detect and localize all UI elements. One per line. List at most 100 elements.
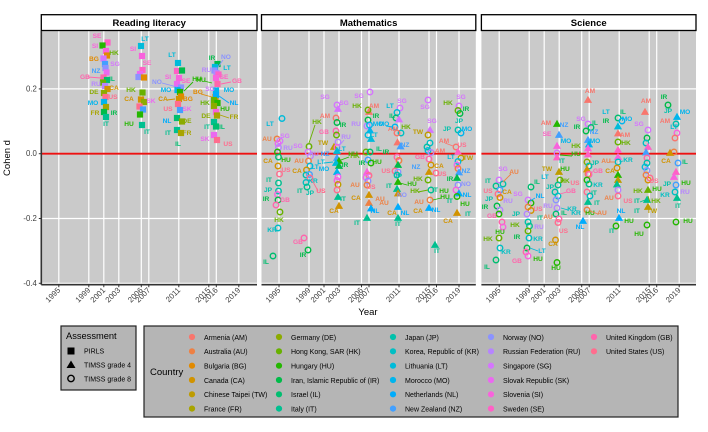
svg-text:NO: NO — [152, 79, 162, 86]
svg-text:Hong Kong, SAR (HK): Hong Kong, SAR (HK) — [291, 349, 361, 356]
svg-text:IR: IR — [209, 55, 216, 62]
svg-text:JP: JP — [663, 181, 672, 188]
svg-text:HU: HU — [624, 218, 634, 225]
svg-text:Armenia (AM): Armenia (AM) — [204, 335, 247, 342]
svg-text:LT: LT — [141, 36, 149, 43]
svg-text:HU: HU — [495, 229, 505, 236]
svg-text:RU: RU — [341, 134, 351, 141]
svg-text:IT: IT — [634, 208, 640, 215]
svg-text:LT: LT — [370, 132, 378, 139]
svg-text:Italy (IT): Italy (IT) — [291, 406, 317, 413]
svg-text:JP: JP — [264, 187, 273, 194]
svg-text:AU: AU — [509, 169, 519, 176]
svg-text:HU: HU — [407, 181, 417, 188]
svg-text:MO: MO — [319, 166, 330, 173]
svg-text:MO: MO — [379, 121, 390, 128]
svg-text:Cohen d: Cohen d — [2, 140, 13, 176]
svg-text:US: US — [366, 184, 376, 191]
svg-text:NL: NL — [401, 210, 410, 217]
svg-text:IR: IR — [263, 196, 270, 203]
svg-text:NL: NL — [576, 224, 585, 231]
svg-text:SG: SG — [513, 191, 523, 198]
svg-text:NZ: NZ — [560, 122, 569, 129]
svg-text:DE: DE — [201, 113, 211, 120]
svg-text:IT: IT — [266, 177, 272, 184]
svg-text:IL: IL — [592, 120, 598, 127]
svg-text:IT: IT — [434, 248, 440, 255]
svg-text:SG: SG — [110, 61, 120, 68]
svg-text:SG: SG — [456, 94, 466, 101]
svg-text:IL: IL — [109, 76, 115, 83]
svg-text:France (FR): France (FR) — [204, 406, 242, 413]
svg-text:AU: AU — [379, 200, 389, 207]
svg-text:SG: SG — [354, 93, 364, 100]
svg-text:Morocco (MO): Morocco (MO) — [405, 378, 450, 385]
svg-text:IT: IT — [559, 158, 565, 165]
svg-text:IT: IT — [395, 221, 401, 228]
svg-text:IT: IT — [103, 121, 109, 128]
svg-text:Japan (JP): Japan (JP) — [405, 335, 439, 342]
svg-text:KR: KR — [501, 249, 511, 256]
svg-text:GB: GB — [487, 213, 497, 220]
svg-text:MO: MO — [680, 109, 691, 116]
svg-text:SG: SG — [498, 166, 508, 173]
svg-text:KR: KR — [593, 182, 603, 189]
svg-text:Country: Country — [150, 367, 184, 378]
svg-text:US: US — [649, 178, 659, 185]
svg-text:MO: MO — [88, 100, 99, 107]
svg-text:GB: GB — [566, 188, 576, 195]
svg-text:Reading literacy: Reading literacy — [113, 18, 187, 29]
svg-text:RU: RU — [351, 121, 361, 128]
svg-text:AM: AM — [388, 126, 399, 133]
svg-text:NZ: NZ — [590, 129, 599, 136]
svg-text:IL: IL — [534, 179, 540, 186]
svg-text:Korea, Republic of (KR): Korea, Republic of (KR) — [405, 349, 479, 356]
svg-text:HU: HU — [533, 256, 543, 263]
svg-text:CA: CA — [661, 158, 671, 165]
svg-text:TW: TW — [463, 155, 474, 162]
svg-text:MO: MO — [561, 138, 572, 145]
svg-text:HK: HK — [410, 188, 420, 195]
svg-text:Slovak Republic (SK): Slovak Republic (SK) — [503, 378, 569, 385]
svg-text:AM: AM — [369, 103, 380, 110]
svg-text:AU: AU — [604, 195, 614, 202]
svg-text:CA: CA — [292, 168, 302, 175]
svg-text:MO: MO — [590, 138, 601, 145]
svg-text:CA: CA — [502, 189, 512, 196]
svg-text:HK: HK — [413, 176, 423, 183]
svg-text:HU: HU — [220, 106, 230, 113]
svg-text:MO: MO — [373, 121, 384, 128]
svg-text:HK: HK — [401, 124, 411, 131]
svg-text:HU: HU — [551, 265, 561, 272]
svg-text:CA: CA — [351, 195, 361, 202]
svg-text:Year: Year — [358, 307, 377, 318]
svg-text:SI: SI — [130, 46, 136, 53]
svg-text:HK: HK — [312, 119, 322, 126]
svg-text:LT: LT — [317, 159, 325, 166]
svg-text:HU: HU — [124, 121, 134, 128]
svg-text:IR: IR — [300, 252, 307, 259]
svg-text:GB: GB — [593, 168, 603, 175]
svg-text:Singapore (SG): Singapore (SG) — [503, 364, 552, 371]
svg-text:AU: AU — [262, 136, 272, 143]
svg-text:SI: SI — [165, 74, 171, 81]
svg-text:AM: AM — [320, 113, 331, 120]
svg-text:Lithuania (LT): Lithuania (LT) — [405, 364, 448, 371]
svg-text:SE: SE — [93, 33, 102, 40]
svg-text:NO: NO — [397, 192, 407, 199]
svg-text:IT: IT — [144, 129, 150, 136]
svg-text:HK: HK — [200, 100, 210, 107]
svg-text:AU: AU — [414, 199, 424, 206]
svg-text:LT: LT — [386, 103, 394, 110]
svg-text:IL: IL — [219, 124, 225, 131]
svg-text:AU: AU — [543, 214, 553, 221]
svg-text:CA: CA — [413, 208, 423, 215]
svg-text:RU: RU — [309, 151, 319, 158]
svg-text:IR: IR — [661, 94, 668, 101]
svg-text:IR: IR — [340, 122, 347, 129]
svg-text:SG: SG — [427, 118, 437, 125]
svg-text:AU: AU — [350, 182, 360, 189]
svg-text:GB: GB — [293, 239, 303, 246]
svg-text:KR: KR — [660, 192, 670, 199]
svg-text:HK: HK — [571, 143, 581, 150]
